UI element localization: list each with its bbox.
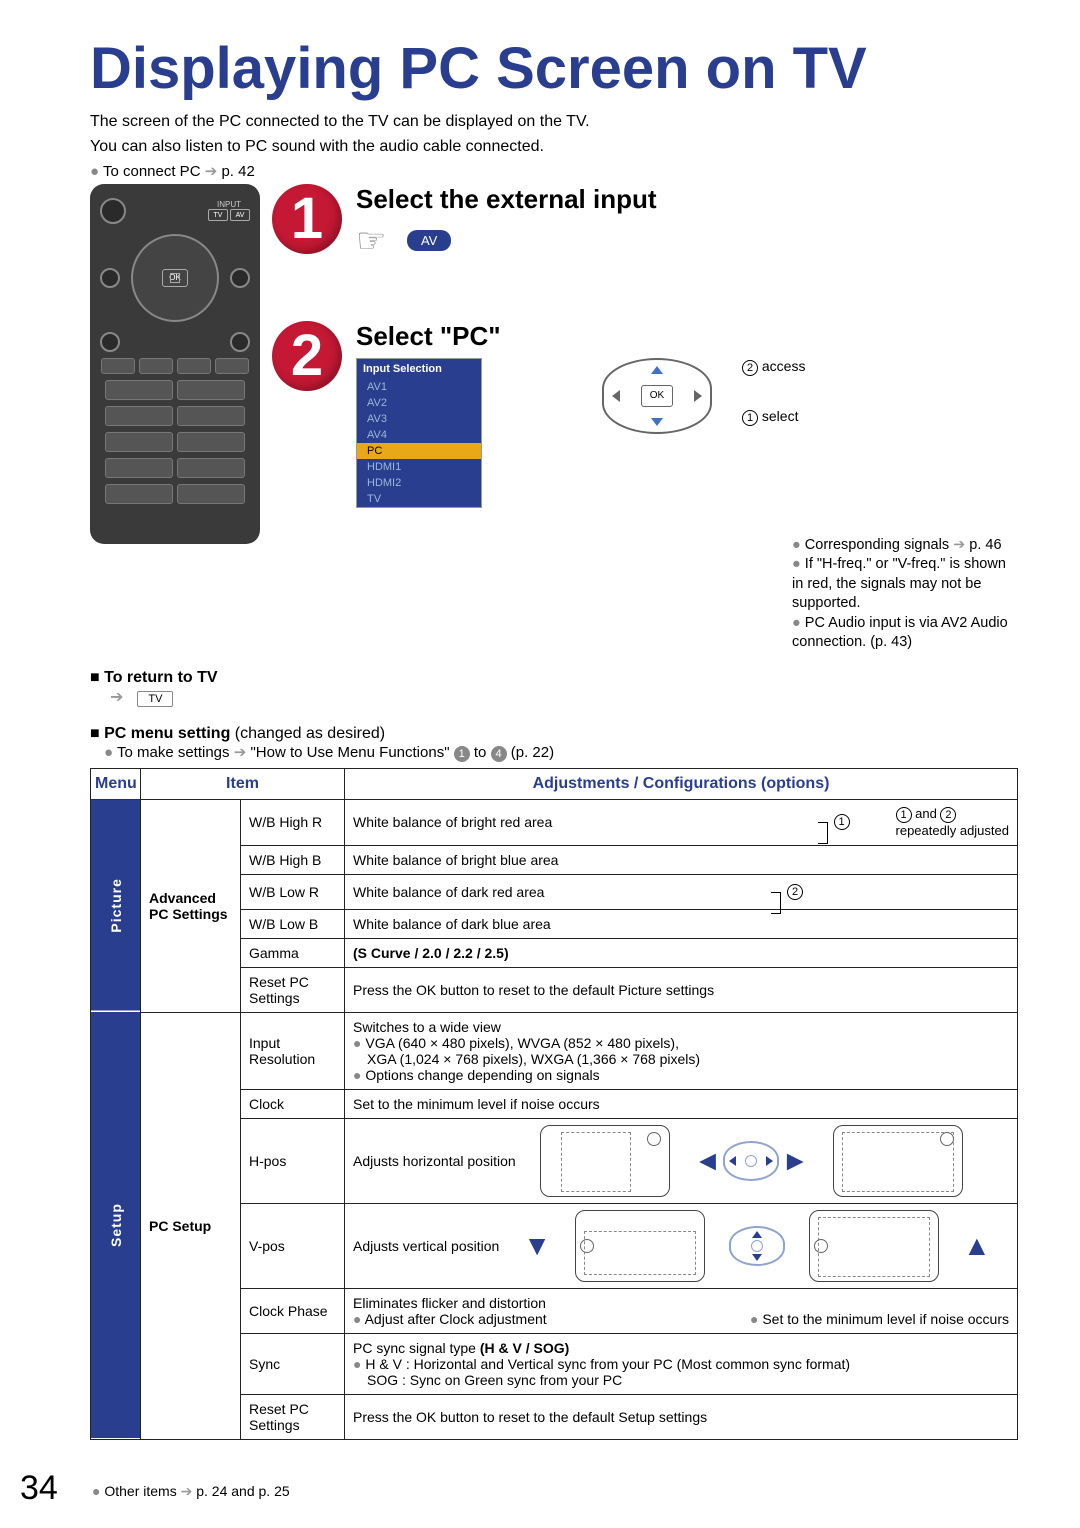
adj-sync: PC sync signal type (H & V / SOG) H & V … xyxy=(345,1333,1018,1394)
step-1-heading: Select the external input xyxy=(356,184,1018,215)
av-button-graphic: AV xyxy=(407,230,451,251)
item-sync: Sync xyxy=(241,1333,345,1394)
adj-vpos: Adjusts vertical position ▼ ▲ xyxy=(345,1203,1018,1288)
item-wlowr: W/B Low R xyxy=(241,874,345,909)
setup-menu-label: Setup xyxy=(91,1012,141,1439)
adj-inputres: Switches to a wide view VGA (640 × 480 p… xyxy=(345,1012,1018,1089)
item-hpos: H-pos xyxy=(241,1118,345,1203)
adj-gamma: (S Curve / 2.0 / 2.2 / 2.5) xyxy=(345,938,1018,967)
intro-connect: To connect PC ➔ p. 42 xyxy=(90,162,1018,180)
adj-clockphase: Eliminates flicker and distortion Adjust… xyxy=(345,1288,1018,1333)
step-2-badge: 2 xyxy=(272,321,342,391)
th-item: Item xyxy=(141,768,345,799)
footer-note: Other items ➔ p. 24 and p. 25 xyxy=(92,1483,290,1500)
step-2-heading: Select "PC" xyxy=(356,321,1018,352)
dpad-diagram: OK 2 access 1 select xyxy=(602,358,722,434)
th-menu: Menu xyxy=(91,768,141,799)
item-pic-reset: Reset PC Settings xyxy=(241,967,345,1012)
settings-table: Menu Item Adjustments / Configurations (… xyxy=(90,768,1018,1440)
return-to-tv-head: To return to TV xyxy=(90,669,1018,687)
pc-setup-label: PC Setup xyxy=(141,1012,241,1439)
advanced-pc-settings-label: Advanced PC Settings xyxy=(141,799,241,1012)
adj-pic-reset: Press the OK button to reset to the defa… xyxy=(345,967,1018,1012)
adj-clock: Set to the minimum level if noise occurs xyxy=(345,1089,1018,1118)
item-clockphase: Clock Phase xyxy=(241,1288,345,1333)
hand-icon: ☞ xyxy=(356,221,386,261)
adj-whighr: White balance of bright red area xyxy=(353,814,552,830)
step-1-badge: 1 xyxy=(272,184,342,254)
item-clock: Clock xyxy=(241,1089,345,1118)
item-vpos: V-pos xyxy=(241,1203,345,1288)
intro-line-1: The screen of the PC connected to the TV… xyxy=(90,112,1018,133)
adj-wlowr: White balance of dark red area xyxy=(353,884,544,900)
item-whighb: W/B High B xyxy=(241,845,345,874)
adj-hpos: Adjusts horizontal position ◄ ► xyxy=(345,1118,1018,1203)
page-title: Displaying PC Screen on TV xyxy=(90,40,1018,98)
step2-notes: Corresponding signals ➔ p. 46 If "H-freq… xyxy=(792,536,1018,653)
picture-menu-label: Picture xyxy=(91,799,141,1012)
item-inputres: Input Resolution xyxy=(241,1012,345,1089)
intro-line-2: You can also listen to PC sound with the… xyxy=(90,137,1018,158)
adj-whighb: White balance of bright blue area xyxy=(345,845,1018,874)
item-wlowb: W/B Low B xyxy=(241,909,345,938)
pc-menu-head: PC menu setting (changed as desired) xyxy=(90,725,1018,743)
pc-menu-line: To make settings ➔ "How to Use Menu Func… xyxy=(104,743,1018,762)
page-number: 34 xyxy=(20,1469,58,1508)
input-selection-panel: Input Selection AV1 AV2 AV3 AV4 PC HDMI1… xyxy=(356,358,482,508)
adj-setup-reset: Press the OK button to reset to the defa… xyxy=(345,1394,1018,1439)
th-adj: Adjustments / Configurations (options) xyxy=(345,768,1018,799)
item-gamma: Gamma xyxy=(241,938,345,967)
item-setup-reset: Reset PC Settings xyxy=(241,1394,345,1439)
tv-pill: TV xyxy=(137,691,173,707)
item-whighr: W/B High R xyxy=(241,799,345,845)
adj-wlowb: White balance of dark blue area xyxy=(345,909,1018,938)
remote-illustration: INPUT TV AV OK xyxy=(90,184,260,544)
